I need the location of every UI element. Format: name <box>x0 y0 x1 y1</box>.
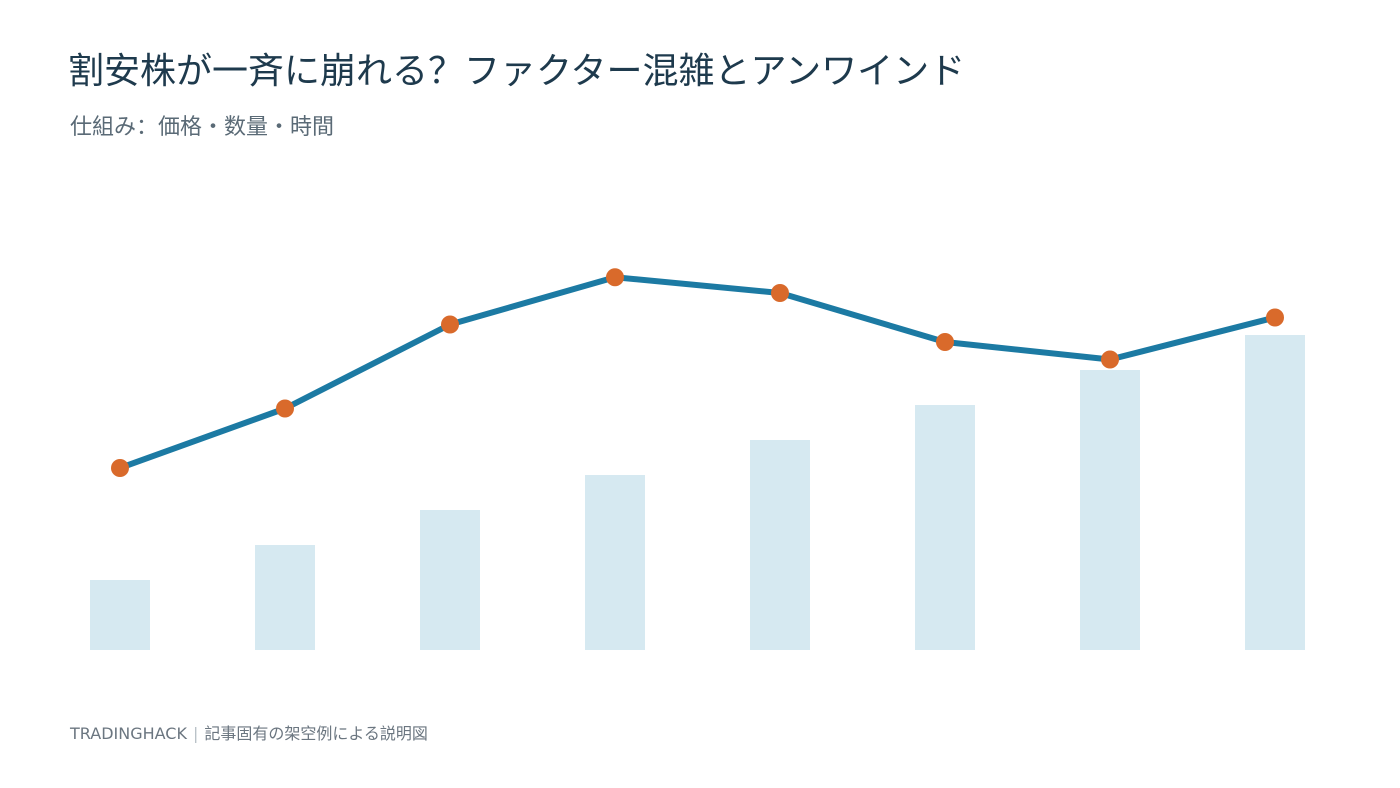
footer-credit: TRADINGHACK | 記事固有の架空例による説明図 <box>70 722 428 746</box>
footer-note: 記事固有の架空例による説明図 <box>204 724 428 743</box>
footer-separator: | <box>192 724 199 743</box>
bar-5 <box>750 440 810 650</box>
bar-7 <box>1080 370 1140 650</box>
line-path <box>117 274 1278 471</box>
bar-2 <box>255 545 315 650</box>
line-point-6 <box>936 333 954 351</box>
line-point-1 <box>111 459 129 477</box>
bar-1 <box>90 580 150 650</box>
chart-subtitle: 仕組み：価格・数量・時間 <box>70 115 335 140</box>
line-point-3 <box>441 315 459 334</box>
bar-6 <box>915 405 975 650</box>
line-series <box>117 274 1278 471</box>
bar-3 <box>420 510 480 650</box>
line-point-2 <box>276 399 294 418</box>
bar-series <box>90 335 1305 650</box>
footer-brand: TRADINGHACK <box>70 724 187 743</box>
line-point-4 <box>606 268 624 287</box>
chart-title: 割安株が一斉に崩れる？ファクター混雑とアンワインド <box>68 51 966 92</box>
line-point-7 <box>1101 350 1119 369</box>
bar-4 <box>585 475 645 650</box>
line-point-5 <box>771 284 789 302</box>
bar-8 <box>1245 335 1305 650</box>
line-point-8 <box>1266 308 1284 327</box>
line-markers <box>111 268 1284 477</box>
